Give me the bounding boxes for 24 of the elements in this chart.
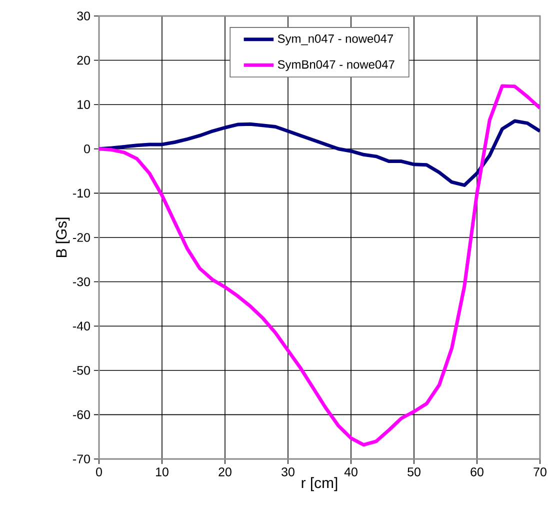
x-tick-label: 10 (156, 468, 168, 476)
x-tick-label: 60 (470, 468, 484, 476)
y-tick-label: 0 (84, 144, 90, 154)
line-series (99, 84, 540, 447)
y-tick-label: 20 (77, 56, 90, 65)
x-tick-label: 40 (344, 468, 358, 476)
x-tick-label: 0 (96, 468, 102, 476)
x-tick-label: 30 (282, 468, 294, 476)
legend-label: SymBn047 - nowe047 (278, 60, 394, 72)
x-tick-label: 20 (218, 468, 232, 476)
y-tick-label: -30 (73, 277, 90, 286)
x-tick-label: 70 (534, 468, 546, 476)
y-axis-title: B [Gs] (56, 218, 70, 258)
y-tick-label: -20 (73, 233, 90, 242)
y-tick-label: -10 (73, 188, 90, 198)
y-tick-label: 10 (78, 100, 90, 109)
y-tick-label: -50 (73, 366, 90, 375)
x-tick-label: 50 (408, 468, 420, 476)
y-tick-label: -40 (73, 322, 90, 330)
y-tick-label: -60 (73, 410, 90, 420)
y-tick-label: -70 (73, 454, 90, 464)
y-tick-label: 30 (77, 12, 90, 20)
legend-label: Sym_n047 - nowe047 (278, 34, 393, 46)
x-axis-title: r [cm] (302, 477, 338, 492)
